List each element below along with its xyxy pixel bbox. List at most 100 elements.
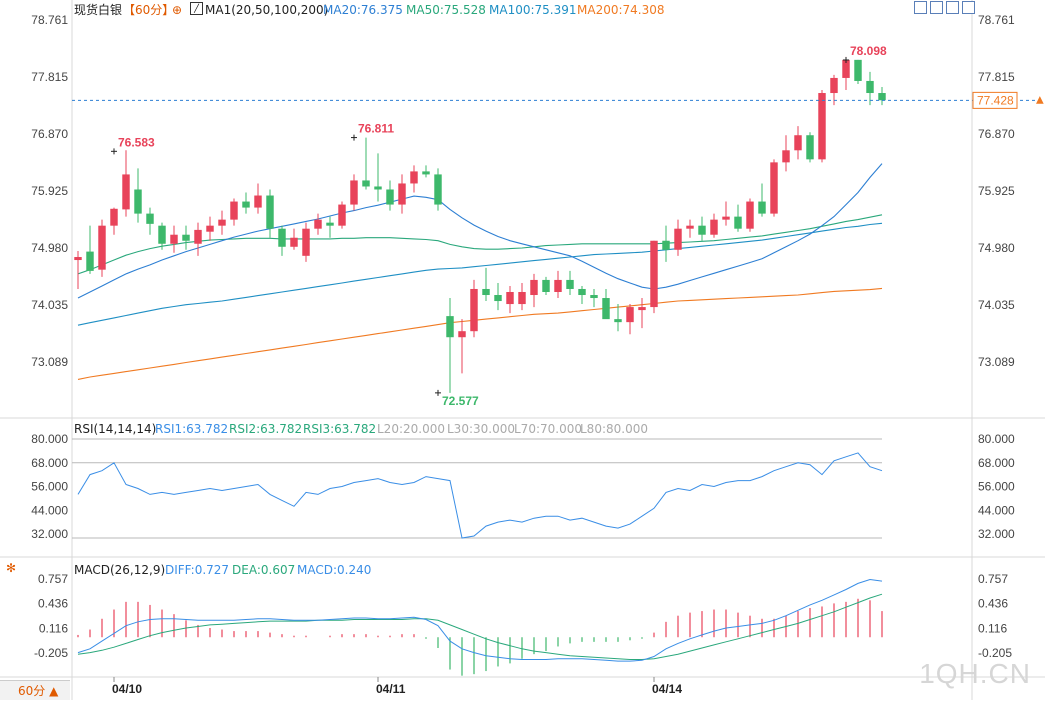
price-tick-left: 75.925 bbox=[31, 184, 68, 198]
dea-line bbox=[77, 593, 883, 660]
indicator-icon[interactable]: ╱ bbox=[190, 2, 203, 15]
period-label[interactable]: 【60分】 bbox=[123, 3, 175, 17]
candle-body bbox=[326, 222, 334, 226]
rsi-tick-left: 44.000 bbox=[31, 503, 68, 517]
last-price-arrow-icon: ▲ bbox=[1036, 94, 1044, 105]
candle-body bbox=[722, 216, 730, 220]
ma-label: MA1(20,50,100,200) bbox=[205, 3, 329, 17]
price-tick-left: 73.089 bbox=[31, 355, 68, 369]
candle-body bbox=[110, 208, 118, 226]
candle-body bbox=[554, 279, 562, 292]
candle-body bbox=[446, 316, 454, 338]
candle-body bbox=[542, 279, 550, 292]
restore-icon[interactable] bbox=[930, 1, 943, 14]
price-tick-left: 74.980 bbox=[31, 241, 68, 255]
rsi-l80: L80:80.000 bbox=[580, 422, 648, 436]
instrument-name: 现货白银 bbox=[74, 3, 123, 17]
period-selector-button[interactable]: 60分 ▲ bbox=[0, 680, 70, 700]
candle-body bbox=[854, 59, 862, 81]
candle-body bbox=[734, 216, 742, 229]
macd-gear-icon[interactable]: ✻ bbox=[6, 561, 17, 575]
candle-body bbox=[590, 295, 598, 299]
diff-line bbox=[77, 578, 883, 662]
macd-tick-right: 0.436 bbox=[978, 597, 1008, 611]
candle-body bbox=[398, 183, 406, 205]
candle-body bbox=[422, 171, 430, 175]
last-price-label: 77.428 bbox=[977, 93, 1014, 107]
candle-body bbox=[650, 240, 658, 308]
candle-body bbox=[614, 319, 622, 323]
price-tick-left: 76.870 bbox=[31, 127, 68, 141]
candle-body bbox=[386, 189, 394, 205]
macd-tick-right: -0.205 bbox=[978, 646, 1012, 660]
candle-body bbox=[254, 195, 262, 208]
candle-body bbox=[218, 219, 226, 226]
macd-tick-left: 0.116 bbox=[39, 621, 68, 635]
candle-body bbox=[362, 180, 370, 187]
candle-body bbox=[134, 189, 142, 214]
candle-body bbox=[146, 213, 154, 224]
candle-body bbox=[626, 307, 634, 323]
candle-body bbox=[182, 234, 190, 241]
candle-body bbox=[74, 257, 82, 261]
candle-body bbox=[686, 225, 694, 229]
candle-body bbox=[770, 162, 778, 214]
ma100-line bbox=[77, 222, 883, 326]
candle-body bbox=[374, 186, 382, 190]
rsi-tick-left: 32.000 bbox=[31, 527, 68, 541]
rsi-l30: L30:30.000 bbox=[447, 422, 515, 436]
rsi-l70: L70:70.000 bbox=[514, 422, 582, 436]
price-tick-left: 78.761 bbox=[31, 13, 68, 27]
minimize-icon[interactable] bbox=[946, 1, 959, 14]
rsi-tick-left: 80.000 bbox=[31, 432, 68, 446]
candle-body bbox=[674, 228, 682, 250]
candle-body bbox=[698, 225, 706, 235]
rsi3-value: RSI3:63.782 bbox=[303, 422, 377, 436]
expand-icon[interactable] bbox=[914, 1, 927, 14]
rsi-tick-right: 32.000 bbox=[978, 527, 1015, 541]
x-axis-label: 04/11 bbox=[376, 682, 406, 696]
candle-body bbox=[338, 204, 346, 226]
macd-diff: DIFF:0.727 bbox=[165, 563, 230, 577]
candle-body bbox=[242, 201, 250, 208]
candle-body bbox=[746, 201, 754, 229]
candle-body bbox=[842, 59, 850, 78]
candle-body bbox=[278, 228, 286, 247]
extreme-label: 76.811 bbox=[358, 122, 394, 136]
candle-body bbox=[506, 291, 514, 305]
macd-label: MACD(26,12,9) bbox=[74, 563, 166, 577]
rsi2-value: RSI2:63.782 bbox=[229, 422, 303, 436]
price-tick-left: 77.815 bbox=[31, 70, 68, 84]
candle-body bbox=[206, 225, 214, 232]
candle-body bbox=[470, 288, 478, 332]
candle-body bbox=[350, 180, 358, 205]
macd-tick-right: 0.116 bbox=[978, 621, 1007, 635]
candle-body bbox=[758, 201, 766, 214]
candle-body bbox=[158, 225, 166, 244]
rsi-tick-left: 68.000 bbox=[31, 456, 68, 470]
candle-body bbox=[710, 219, 718, 235]
candle-body bbox=[818, 93, 826, 160]
candle-body bbox=[866, 80, 874, 94]
extreme-label: 78.098 bbox=[850, 44, 887, 58]
price-tick-right: 78.761 bbox=[978, 13, 1015, 27]
candle-body bbox=[86, 251, 94, 271]
x-axis-label: 04/14 bbox=[652, 682, 682, 696]
candle-body bbox=[494, 295, 502, 302]
candle-body bbox=[830, 77, 838, 94]
settings-icon[interactable]: ⊕ bbox=[172, 3, 183, 17]
ma50-value: MA50:75.528 bbox=[406, 3, 486, 17]
candle-body bbox=[578, 288, 586, 296]
candle-body bbox=[98, 225, 106, 270]
ma20-line bbox=[77, 163, 883, 299]
macd-value: MACD:0.240 bbox=[297, 563, 372, 577]
macd-dea: DEA:0.607 bbox=[232, 563, 296, 577]
rsi-line bbox=[77, 452, 883, 539]
candle-body bbox=[518, 291, 526, 305]
macd-tick-right: 0.757 bbox=[978, 572, 1008, 586]
close-icon[interactable] bbox=[962, 1, 975, 14]
ma200-value: MA200:74.308 bbox=[577, 3, 665, 17]
candle-body bbox=[638, 307, 646, 311]
